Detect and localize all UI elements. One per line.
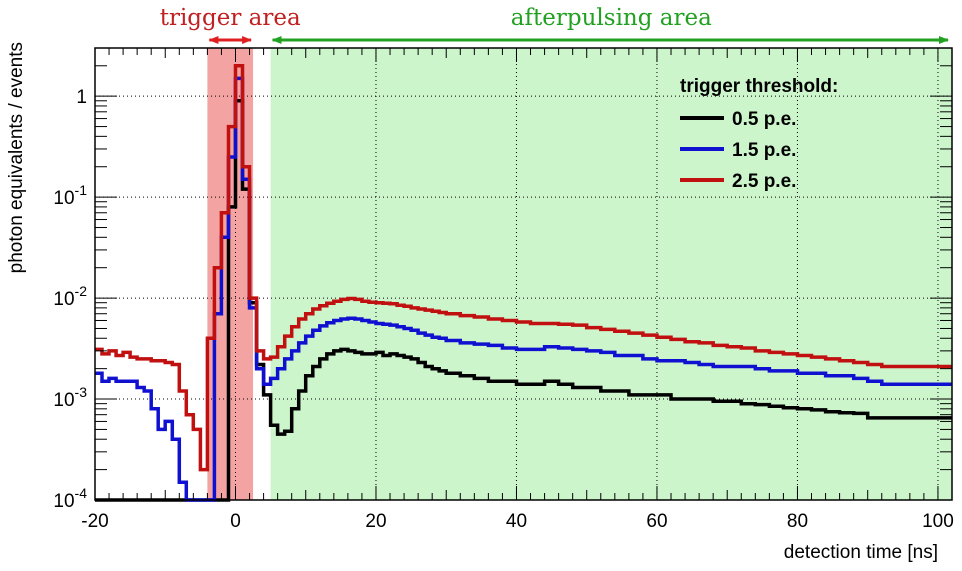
x-axis-title: detection time [ns]: [784, 542, 938, 563]
legend: trigger threshold: 0.5 p.e. 1.5 p.e. 2.5 p.…: [680, 76, 838, 192]
legend-title: trigger threshold:: [680, 76, 838, 97]
x-tick-label-6: 100: [922, 511, 954, 532]
grid-lines: [95, 48, 952, 500]
region-shade-1: [270, 48, 952, 500]
y-tick-label-2: 10-2: [53, 283, 87, 310]
legend-label-1: 1.5 p.e.: [732, 140, 796, 161]
y-tick-label-0: 10-4: [53, 485, 87, 512]
series-line-2: [95, 64, 952, 472]
y-tick-label-4: 1: [76, 87, 87, 108]
plot-frame: [94, 47, 953, 501]
region-annotations: trigger area afterpulsing area: [160, 5, 949, 44]
x-tick-label-4: 60: [646, 511, 667, 532]
legend-label-0: 0.5 p.e.: [732, 109, 796, 130]
x-tick-label-2: 20: [365, 511, 386, 532]
axis-ticks: [94, 47, 953, 501]
legend-label-2: 2.5 p.e.: [732, 171, 796, 192]
x-tick-label-3: 40: [506, 511, 527, 532]
y-tick-label-1: 10-3: [53, 384, 87, 411]
region-label-0: trigger area: [160, 5, 301, 31]
y-tick-label-3: 10-1: [53, 182, 87, 209]
x-tick-label-0: -20: [81, 511, 108, 532]
x-tick-label-5: 80: [787, 511, 808, 532]
shaded-regions: [207, 48, 952, 500]
y-axis-title: photon equivalents / events: [6, 42, 27, 273]
region-label-1: afterpulsing area: [511, 5, 712, 31]
x-tick-label-1: 0: [230, 511, 241, 532]
tick-labels: -20 0 20 40 60 80 100 10-4 10-3 10-2 10-1 1: [53, 87, 953, 532]
